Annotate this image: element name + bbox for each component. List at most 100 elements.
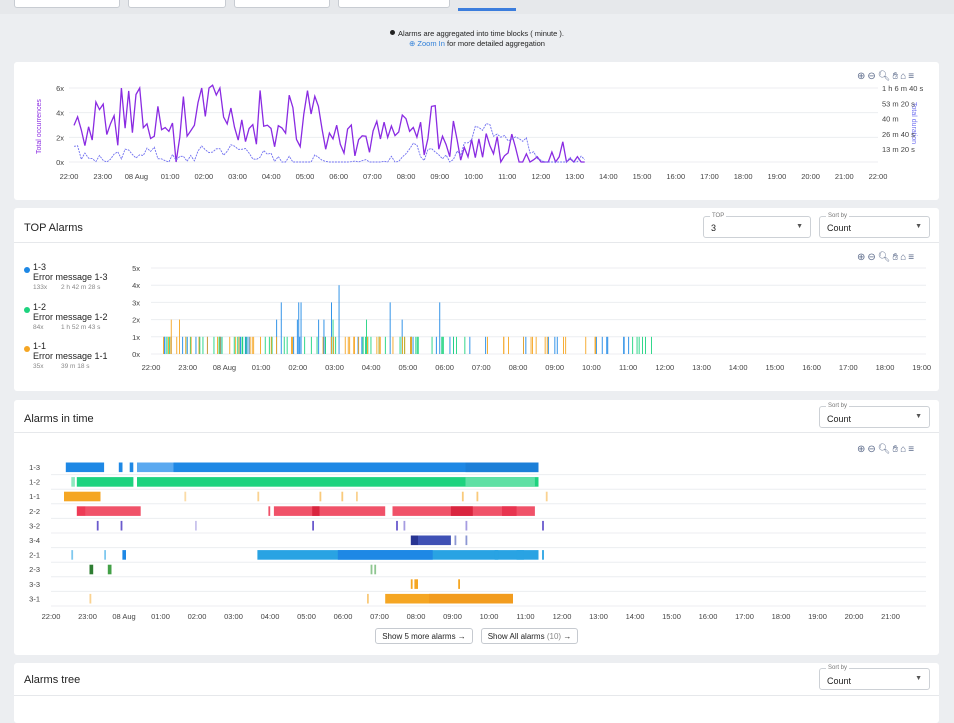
timeline-bar-1-3 (129, 462, 134, 473)
bar-1-3 (606, 336, 608, 354)
zoom-hint-suffix: for more detailed aggregation (447, 39, 545, 48)
menu-icon[interactable]: ≡ (908, 444, 916, 455)
bar-1-3 (164, 336, 166, 354)
legend-id-1-3[interactable]: 1-3 (33, 262, 47, 272)
x-tick-label: 15:00 (662, 612, 681, 621)
x-tick-label: 03:00 (224, 612, 243, 621)
timeline-bar-1-1 (64, 491, 101, 502)
bar-1-3 (338, 285, 340, 354)
home-icon[interactable]: ⌂ (900, 71, 908, 82)
x-tick-label: 07:00 (363, 172, 382, 181)
zoom-in-icon[interactable]: ⊕ (857, 71, 867, 82)
bar-1-2 (456, 336, 457, 354)
bar-1-3 (248, 336, 250, 354)
legend-message-1-3[interactable]: Error message 1-3 (33, 272, 108, 282)
top-count-select-value: 3 (711, 223, 717, 233)
show-more-alarms-button[interactable]: Show 5 more alarms → (375, 628, 473, 644)
x-tick-label: 08:00 (509, 363, 528, 372)
bar-1-2 (642, 336, 643, 354)
timeline-bar-3-1 (89, 593, 92, 604)
bar-1-1 (176, 336, 178, 354)
overview-chart[interactable]: Total occurrences Total duration 6x 4x 2x 0… (14, 62, 939, 200)
show-all-alarms-button[interactable]: Show All alarms (10) → (481, 628, 578, 644)
row-label: 3-3 (29, 580, 40, 589)
pan-icon[interactable]: ✋︎ (892, 444, 900, 455)
magnify-icon[interactable]: 🔍︎ (877, 71, 892, 82)
bar-1-1 (508, 336, 509, 354)
bar-1-1 (594, 336, 596, 354)
alarms-tree-sort-select[interactable]: Sort by Count ▼ (819, 665, 930, 690)
tab-2[interactable] (128, 0, 226, 8)
tab-1[interactable] (14, 0, 120, 8)
pan-icon[interactable]: ✋︎ (892, 252, 900, 263)
home-icon[interactable]: ⌂ (900, 252, 908, 263)
bar-1-2 (271, 336, 273, 354)
x-tick-label: 01:00 (252, 363, 271, 372)
bar-1-2 (213, 336, 215, 354)
zoom-out-icon[interactable]: ⊖ (867, 444, 877, 455)
alarms-in-time-card: Alarms in time Sort by Count ▼ ⊕⊖🔍︎✋︎⌂≡ … (14, 400, 939, 655)
bar-1-1 (523, 336, 524, 354)
timeline-bar-2-2 (312, 506, 320, 516)
bar-1-3 (182, 336, 184, 354)
legend-id-1-2[interactable]: 1-2 (33, 302, 47, 312)
home-icon[interactable]: ⌂ (900, 444, 908, 455)
legend-message-1-1[interactable]: Error message 1-1 (33, 351, 108, 361)
bar-1-1 (276, 336, 277, 354)
top-count-select[interactable]: TOP 3 ▼ (703, 213, 811, 238)
zoom-in-icon[interactable]: ⊕ (857, 444, 867, 455)
zoom-out-icon[interactable]: ⊖ (867, 71, 877, 82)
bar-1-2 (241, 336, 243, 354)
tab-3[interactable] (234, 0, 330, 8)
x-tick-label: 15:00 (766, 363, 785, 372)
y2-tick-label: 40 m (882, 115, 899, 124)
show-all-label: Show All alarms (487, 632, 545, 641)
x-tick-label: 08 Aug (112, 612, 135, 621)
magnify-icon[interactable]: 🔍︎ (877, 252, 892, 263)
alarms-in-time-sort-select[interactable]: Sort by Count ▼ (819, 403, 930, 428)
timeline-bar-2-1 (122, 550, 126, 560)
x-tick-label: 23:00 (78, 612, 97, 621)
pan-icon[interactable]: ✋︎ (892, 71, 900, 82)
timeline-bar-2-3 (89, 564, 94, 575)
x-tick-label: 08 Aug (213, 363, 236, 372)
bar-1-3 (300, 302, 302, 354)
zoom-hint: ⊕ Zoom In for more detailed aggregation (0, 39, 954, 48)
magnify-icon[interactable]: 🔍︎ (877, 444, 892, 455)
x-tick-label: 05:00 (297, 612, 316, 621)
top-sort-select[interactable]: Sort by Count ▼ (819, 213, 930, 238)
bar-1-2 (233, 336, 235, 354)
x-tick-label: 05:00 (399, 363, 418, 372)
x-tick-label: 18:00 (772, 612, 791, 621)
menu-icon[interactable]: ≡ (908, 252, 916, 263)
zoom-in-link[interactable]: ⊕ Zoom In (409, 39, 445, 48)
x-tick-label: 11:00 (498, 172, 516, 181)
legend-id-1-1[interactable]: 1-1 (33, 341, 47, 351)
top-count-select-label: TOP (710, 213, 727, 219)
zoom-in-link-label[interactable]: Zoom In (417, 39, 445, 48)
bar-1-2 (189, 336, 191, 354)
overview-chart-toolbar: ⊕⊖🔍︎✋︎⌂≡ (856, 71, 915, 82)
x-tick-label: 08 Aug (125, 172, 148, 181)
x-tick-label: 18:00 (876, 363, 895, 372)
bar-1-3 (331, 302, 332, 354)
timeline-bar-3-3 (410, 579, 413, 589)
bar-1-3 (628, 336, 630, 354)
alarms-timeline-chart[interactable]: 1-3 1-2 1-1 2-2 3-2 3-4 2-1 2-3 3-3 3-1 22:00 23:0… (14, 400, 939, 655)
tab-active-indicator[interactable] (458, 8, 516, 11)
bar-1-1 (354, 336, 355, 354)
timeline-bar-3-2 (312, 520, 314, 531)
bar-1-3 (220, 336, 222, 354)
zoom-in-icon[interactable]: ⊕ (857, 252, 867, 263)
legend-message-1-2[interactable]: Error message 1-2 (33, 312, 108, 322)
bar-1-2 (415, 336, 417, 354)
bar-1-2 (335, 336, 337, 354)
series-line-occurrences (73, 84, 585, 164)
menu-icon[interactable]: ≡ (908, 71, 916, 82)
tab-4[interactable] (338, 0, 450, 8)
top-alarms-chart[interactable]: 5x 4x 3x 2x 1x 0x 22:00 23:00 08 Aug 01:00 02:00 0… (14, 208, 939, 391)
zoom-out-icon[interactable]: ⊖ (867, 252, 877, 263)
x-tick-label: 22:00 (869, 172, 888, 181)
timeline-bar-3-2 (465, 520, 468, 531)
y2-tick-label: 1 h 6 m 40 s (882, 84, 924, 93)
